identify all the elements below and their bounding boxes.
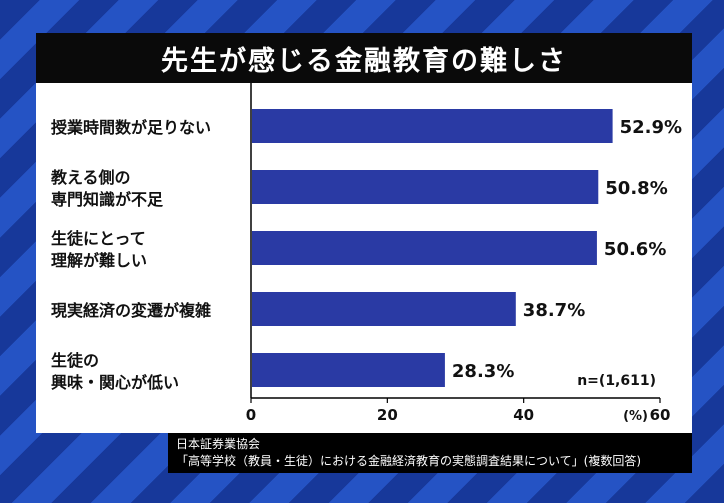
bar-value-label: 50.6%: [604, 239, 666, 260]
bar: [252, 231, 597, 265]
source-line-1: 日本証券業協会: [176, 437, 261, 451]
chart-panel: 0 20 40 60 (%) 52.9% 授業時間数が足りない 50.8% 教える側の専門知識が…: [36, 83, 692, 433]
category-label: 教える側の: [51, 168, 131, 187]
bar-value-label: 50.8%: [605, 178, 667, 199]
source-line-2: 「高等学校（教員・生徒）における金融経済教育の実態調査結果について」(複数回答): [176, 454, 642, 468]
category-label: 理解が難しい: [51, 251, 147, 270]
category-label: 授業時間数が足りない: [51, 118, 211, 137]
category-label: 興味・関心が低い: [51, 373, 179, 392]
bar: [252, 170, 599, 204]
bar-value-label: 52.9%: [620, 117, 682, 138]
bar: [252, 292, 516, 326]
x-unit-label: (%): [623, 409, 648, 424]
x-tick-label: 40: [513, 406, 534, 424]
x-tick-label: 20: [377, 406, 398, 424]
sample-size-label: n=(1,611): [577, 373, 656, 389]
chart-title-bar: 先生が感じる金融教育の難しさ: [36, 33, 692, 83]
bar: [252, 109, 613, 143]
category-label: 生徒の: [51, 351, 99, 370]
category-label: 生徒にとって: [51, 229, 146, 248]
bar-value-label: 38.7%: [523, 300, 585, 321]
chart-title: 先生が感じる金融教育の難しさ: [161, 45, 567, 77]
bar-chart: 0 20 40 60(%) 52.9% 授業時間数が足りない 50.8% 教える側の専門知識が…: [51, 83, 682, 424]
bar: [252, 353, 445, 387]
x-tick-label: 60: [650, 406, 671, 424]
bar-value-label: 28.3%: [452, 361, 514, 382]
category-label: 現実経済の変遷が複雑: [51, 301, 211, 320]
category-label: 専門知識が不足: [51, 190, 164, 209]
source-caption: 日本証券業協会 「高等学校（教員・生徒）における金融経済教育の実態調査結果につい…: [168, 433, 692, 473]
x-tick-label: 0: [246, 406, 256, 424]
